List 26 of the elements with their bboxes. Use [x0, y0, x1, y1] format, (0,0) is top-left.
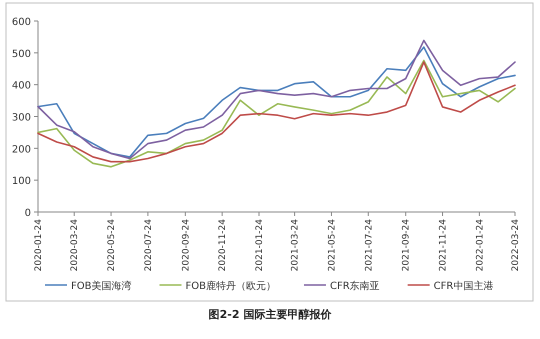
x-tick-label: 2020-03-24 — [70, 218, 80, 272]
y-tick-label: 600 — [12, 17, 31, 28]
x-tick-label: 2022-03-24 — [511, 218, 521, 272]
legend-label: FOB美国海湾 — [71, 280, 132, 292]
x-tick-label: 2021-11-24 — [438, 218, 449, 272]
x-tick-label: 2020-09-24 — [181, 218, 192, 272]
x-tick-label: 2021-05-24 — [327, 218, 338, 272]
x-tick-label: 2020-01-24 — [34, 218, 44, 272]
x-tick-label: 2021-03-24 — [290, 218, 301, 272]
x-tick-label: 2021-07-24 — [364, 218, 374, 272]
x-tick-label: 2021-09-24 — [402, 218, 412, 272]
legend-label: FOB鹿特丹（欧元） — [185, 280, 276, 292]
y-tick-label: 0 — [24, 208, 31, 219]
text: 图2-2 国际主要甲醇报价 — [208, 308, 332, 321]
x-tick-label: 2022-01-24 — [475, 218, 486, 272]
x-tick-label: 2020-11-24 — [218, 218, 228, 272]
legend-label: CFR东南亚 — [330, 280, 380, 292]
y-tick-label: 300 — [12, 112, 31, 124]
y-tick-label: 500 — [12, 48, 31, 60]
x-tick-label: 2020-05-24 — [107, 218, 118, 272]
y-tick-label: 100 — [12, 176, 31, 188]
x-tick-label: 2020-07-24 — [144, 218, 154, 272]
legend-label: CFR中国主港 — [434, 280, 494, 292]
y-tick-label: 400 — [12, 80, 31, 92]
y-tick-label: 200 — [12, 144, 31, 156]
x-tick-label: 2021-01-24 — [254, 218, 265, 272]
